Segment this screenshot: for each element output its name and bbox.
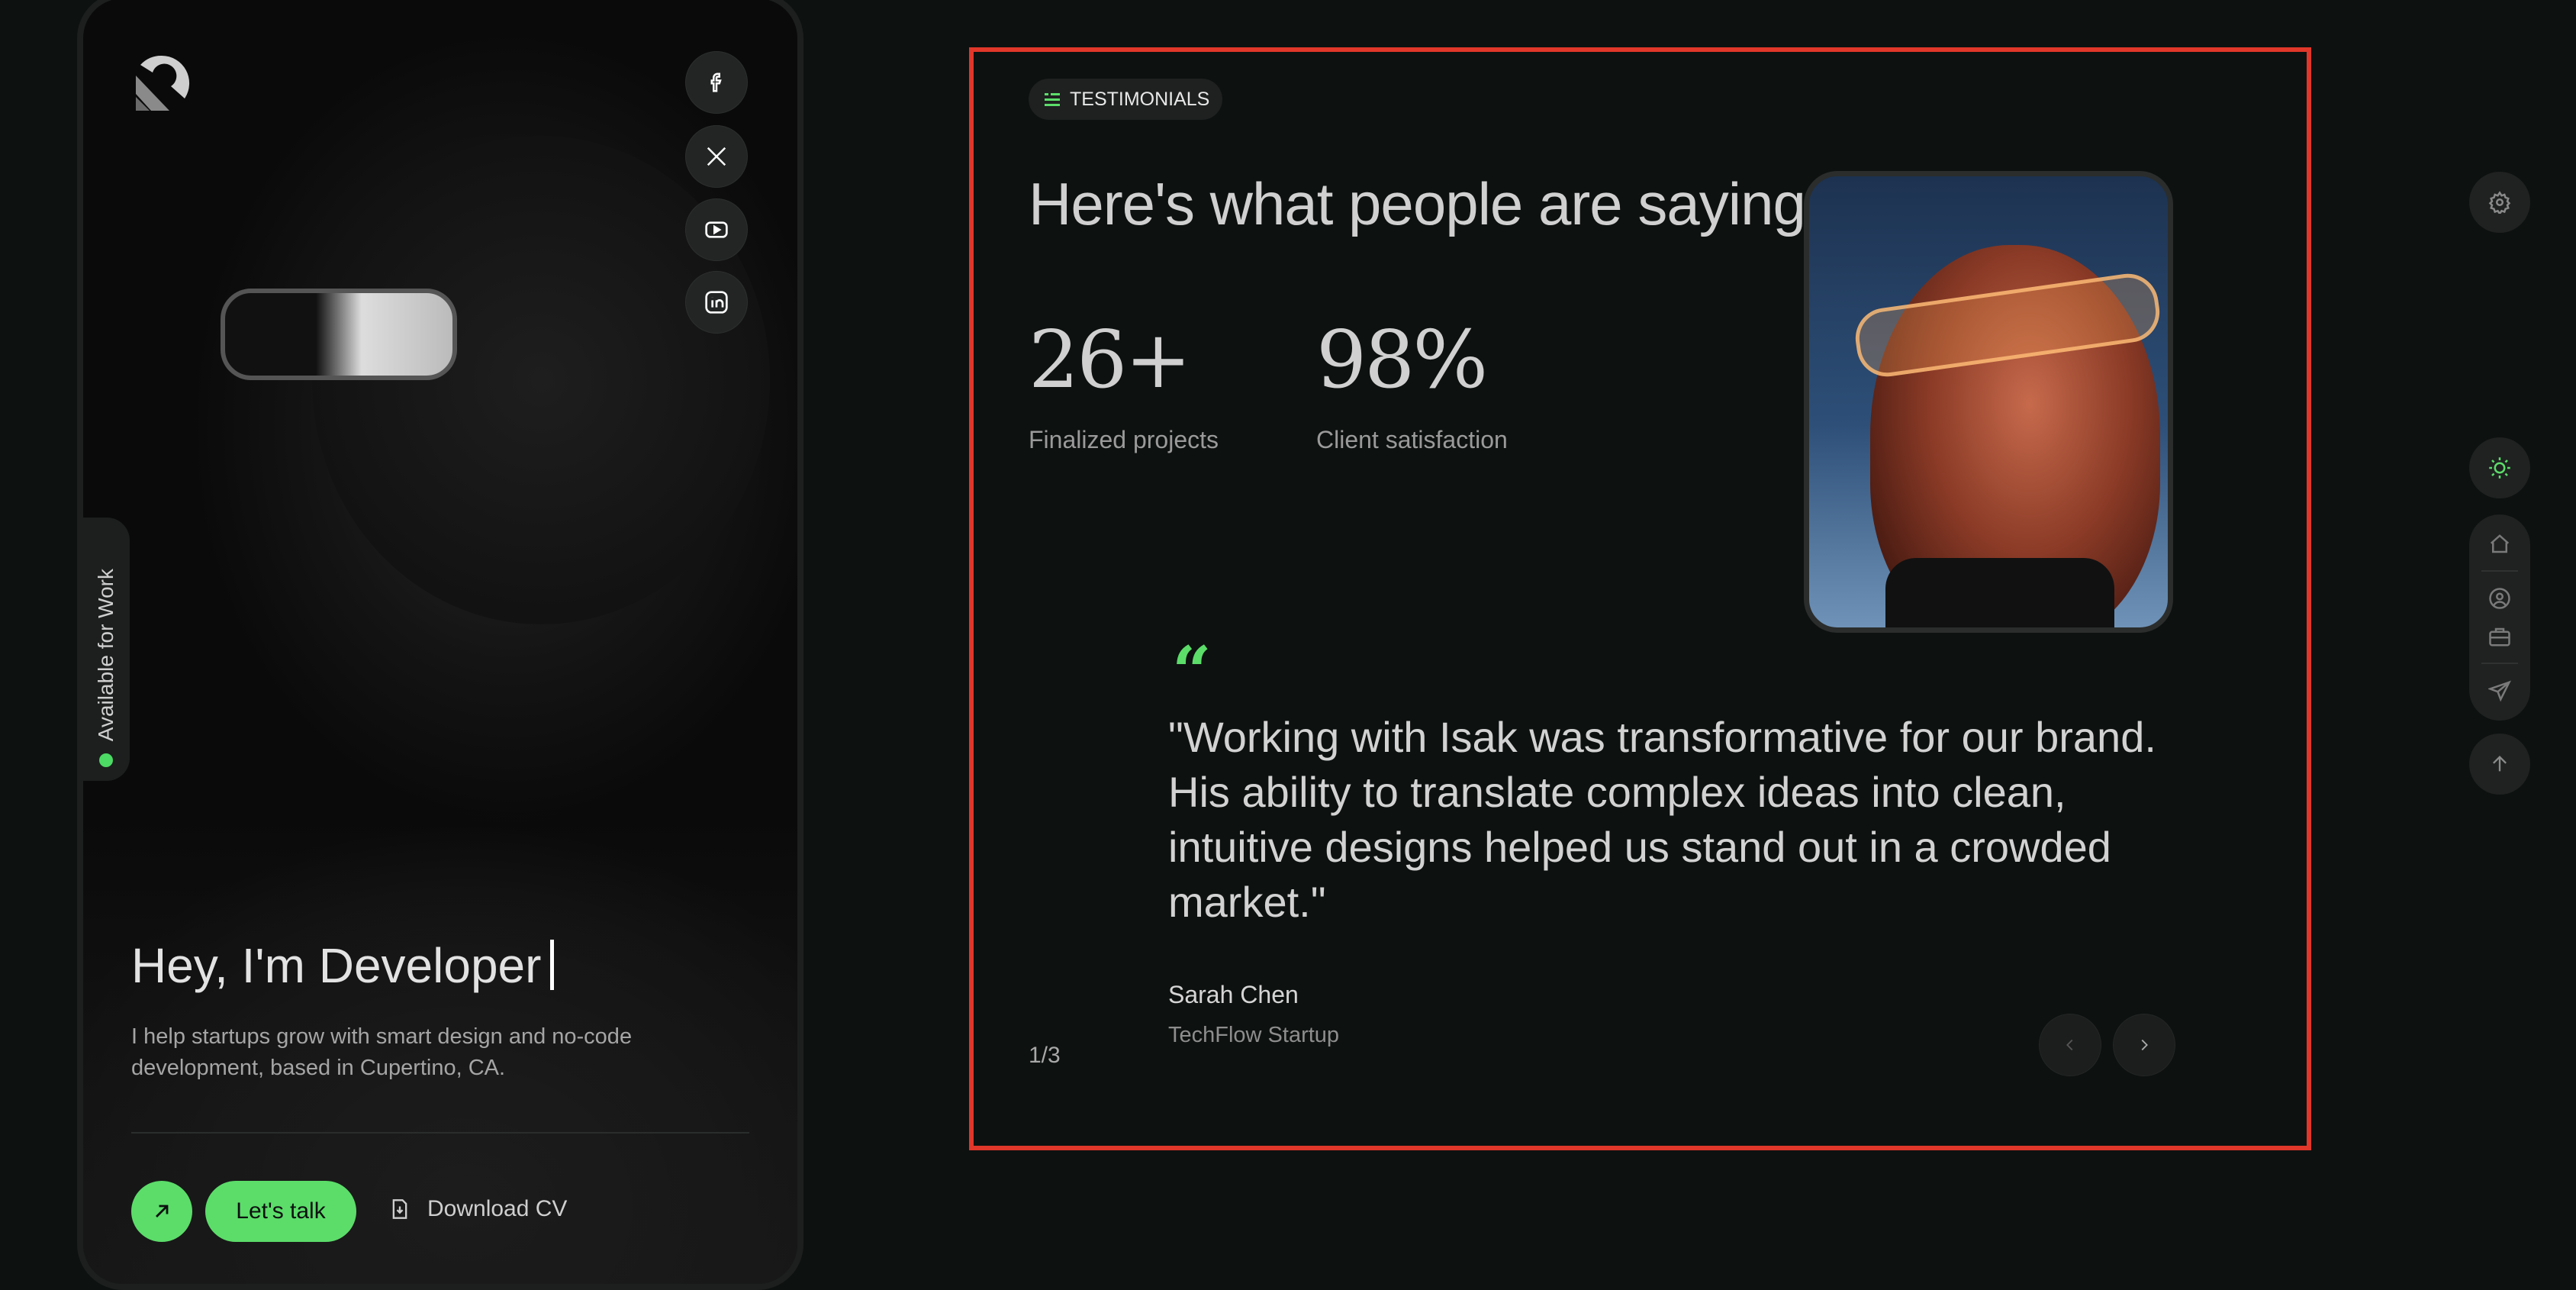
youtube-icon xyxy=(705,221,728,238)
slide-counter: 1/3 xyxy=(1029,1043,1061,1068)
theme-toggle-button[interactable] xyxy=(2469,437,2530,498)
testimonial-quote: "Working with Isak was transformative fo… xyxy=(1168,713,2156,926)
briefcase-icon[interactable] xyxy=(2488,625,2511,648)
facebook-button[interactable] xyxy=(685,51,748,114)
section-heading: Here's what people are saying xyxy=(1029,170,1806,237)
file-download-icon xyxy=(392,1199,407,1219)
gear-icon xyxy=(2488,191,2511,214)
hero-title-text: Hey, I'm Developer xyxy=(131,938,542,993)
stat-label: Client satisfaction xyxy=(1316,426,1508,453)
availability-label: Available for Work xyxy=(94,568,118,741)
next-button[interactable] xyxy=(2113,1014,2175,1076)
home-icon[interactable] xyxy=(2488,533,2511,556)
sun-icon xyxy=(2489,457,2510,479)
stat-value: 26+ xyxy=(1029,313,1191,406)
user-icon[interactable] xyxy=(2488,587,2511,610)
prev-button[interactable] xyxy=(2039,1014,2101,1076)
section-nav xyxy=(2469,514,2530,721)
portrait-shade xyxy=(83,811,797,1284)
arrow-button[interactable] xyxy=(131,1181,192,1242)
testimonial-company: TechFlow Startup xyxy=(1168,1023,1340,1047)
facebook-icon xyxy=(710,73,722,92)
logo-icon[interactable] xyxy=(131,53,192,114)
status-dot xyxy=(99,753,113,767)
linkedin-icon xyxy=(705,291,728,314)
quote-icon: “ xyxy=(1172,631,1212,712)
stat-value: 98% xyxy=(1316,313,1488,406)
stat-label: Finalized projects xyxy=(1029,426,1219,453)
download-cv-label: Download CV xyxy=(427,1196,568,1221)
chevron-right-icon xyxy=(2141,1039,2148,1051)
testimonial-photo xyxy=(1804,171,2173,633)
list-icon xyxy=(1045,93,1060,106)
send-icon[interactable] xyxy=(2488,679,2511,702)
testimonial-author: Sarah Chen xyxy=(1168,981,1299,1008)
arrow-up-right-icon xyxy=(156,1205,169,1217)
availability-tab: Available for Work xyxy=(82,518,130,781)
typing-cursor xyxy=(550,940,555,990)
nav-separator xyxy=(2481,570,2518,572)
photo-collar xyxy=(1885,558,2114,627)
chevron-left-icon xyxy=(2066,1039,2073,1051)
scroll-top-button[interactable] xyxy=(2469,734,2530,795)
x-icon xyxy=(707,147,726,166)
arrow-up-icon xyxy=(2493,756,2507,772)
profile-card xyxy=(77,0,803,1290)
nav-separator xyxy=(2481,663,2518,665)
youtube-button[interactable] xyxy=(685,198,748,261)
settings-button[interactable] xyxy=(2469,172,2530,233)
hero-title: Hey, I'm Developer xyxy=(131,937,555,994)
divider xyxy=(131,1132,749,1134)
badge-label: TESTIMONIALS xyxy=(1070,88,1210,110)
linkedin-button[interactable] xyxy=(685,271,748,334)
lets-talk-button[interactable]: Let's talk xyxy=(205,1181,356,1242)
portrait-sunglasses xyxy=(221,289,457,380)
section-badge: TESTIMONIALS xyxy=(1029,79,1222,120)
hero-description: I help startups grow with smart design a… xyxy=(131,1024,633,1080)
download-cv-button[interactable]: Download CV xyxy=(389,1196,567,1222)
x-button[interactable] xyxy=(685,125,748,188)
testimonials-highlight-frame xyxy=(969,47,2311,1150)
